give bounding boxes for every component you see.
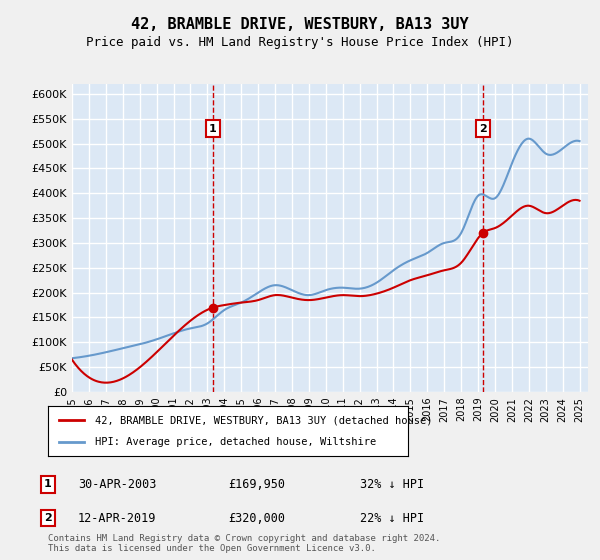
Text: 1: 1	[44, 479, 52, 489]
Text: 2: 2	[44, 513, 52, 523]
Text: £169,950: £169,950	[228, 478, 285, 491]
Text: £320,000: £320,000	[228, 511, 285, 525]
Text: 42, BRAMBLE DRIVE, WESTBURY, BA13 3UY (detached house): 42, BRAMBLE DRIVE, WESTBURY, BA13 3UY (d…	[95, 415, 432, 425]
Text: Price paid vs. HM Land Registry's House Price Index (HPI): Price paid vs. HM Land Registry's House …	[86, 36, 514, 49]
Text: 32% ↓ HPI: 32% ↓ HPI	[360, 478, 424, 491]
Text: 30-APR-2003: 30-APR-2003	[78, 478, 157, 491]
Text: 2: 2	[479, 124, 487, 134]
Text: HPI: Average price, detached house, Wiltshire: HPI: Average price, detached house, Wilt…	[95, 437, 376, 447]
Text: 42, BRAMBLE DRIVE, WESTBURY, BA13 3UY: 42, BRAMBLE DRIVE, WESTBURY, BA13 3UY	[131, 17, 469, 32]
Text: 1: 1	[209, 124, 217, 134]
Text: 12-APR-2019: 12-APR-2019	[78, 511, 157, 525]
Text: 22% ↓ HPI: 22% ↓ HPI	[360, 511, 424, 525]
Text: Contains HM Land Registry data © Crown copyright and database right 2024.
This d: Contains HM Land Registry data © Crown c…	[48, 534, 440, 553]
